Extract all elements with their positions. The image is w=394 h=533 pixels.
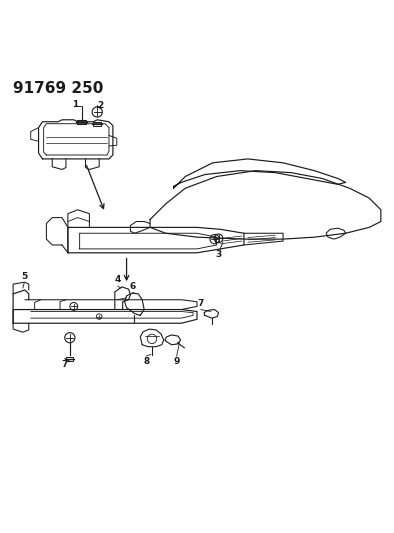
Text: 9: 9 bbox=[173, 357, 180, 366]
Text: 5: 5 bbox=[21, 272, 27, 281]
Text: 8: 8 bbox=[143, 357, 149, 366]
Text: 2: 2 bbox=[97, 101, 103, 110]
Bar bbox=[77, 120, 86, 125]
Text: 7: 7 bbox=[61, 360, 68, 369]
Bar bbox=[93, 122, 101, 126]
Text: 1: 1 bbox=[72, 100, 78, 109]
Text: 7: 7 bbox=[198, 298, 204, 308]
Text: 3: 3 bbox=[216, 250, 222, 259]
Text: 4: 4 bbox=[115, 275, 121, 284]
Text: 91769 250: 91769 250 bbox=[13, 80, 104, 95]
Bar bbox=[66, 357, 73, 361]
Text: 6: 6 bbox=[129, 282, 136, 291]
